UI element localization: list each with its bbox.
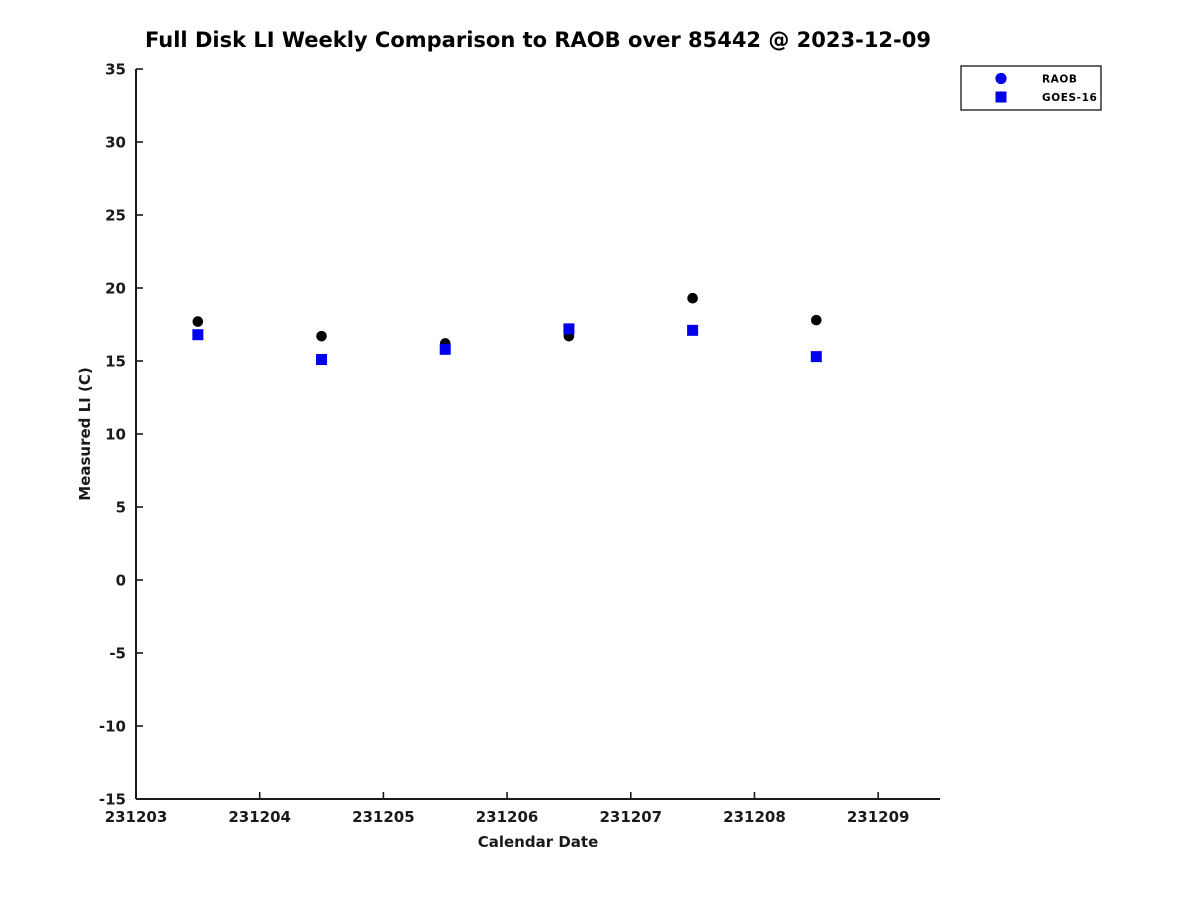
- y-tick-label: 30: [105, 134, 126, 152]
- y-tick-label: 0: [116, 572, 126, 590]
- y-tick-label: 5: [116, 499, 126, 517]
- legend-label-goes-16: GOES-16: [1042, 92, 1097, 104]
- y-tick-label: 25: [105, 207, 126, 225]
- data-point-raob: [811, 314, 822, 326]
- x-tick-label: 231209: [847, 808, 910, 826]
- data-point-raob: [316, 330, 327, 342]
- plot-area: 231203 231204 231205 231206 231207 231208 2312…: [99, 61, 940, 826]
- x-tick-label: 231204: [228, 808, 291, 826]
- x-tick-label: 231205: [352, 808, 415, 826]
- x-tick-label: 231203: [105, 808, 168, 826]
- y-tick-label: 20: [105, 280, 126, 298]
- legend-marker-raob-circle-icon: [995, 72, 1007, 85]
- legend-box: [960, 65, 1102, 111]
- y-tick-label: 10: [105, 426, 126, 444]
- x-tick-label: 231207: [599, 808, 662, 826]
- data-point-goes-16: [563, 323, 575, 335]
- data-point-raob: [687, 292, 698, 304]
- legend: RAOB GOES-16: [960, 65, 1102, 111]
- y-tick-label: -5: [109, 645, 126, 663]
- data-point-goes-16: [316, 354, 328, 366]
- data-point-goes-16: [439, 343, 451, 355]
- x-axis-label: Calendar Date: [478, 833, 599, 851]
- data-point-goes-16: [687, 324, 699, 336]
- y-axis-label: Measured LI (C): [76, 367, 94, 500]
- data-point-goes-16: [810, 351, 822, 363]
- y-tick-label: -10: [99, 718, 126, 736]
- legend-marker-goes-16-square-icon: [995, 91, 1007, 103]
- y-tick-label: -15: [99, 791, 126, 809]
- legend-label-raob: RAOB: [1042, 74, 1078, 86]
- data-point-goes-16: [192, 329, 204, 341]
- x-tick-label: 231208: [723, 808, 786, 826]
- x-tick-label: 231206: [476, 808, 539, 826]
- y-tick-label: 35: [105, 61, 126, 79]
- chart-title: Full Disk LI Weekly Comparison to RAOB o…: [145, 28, 931, 52]
- y-tick-label: 15: [105, 353, 126, 371]
- data-point-raob: [192, 316, 204, 327]
